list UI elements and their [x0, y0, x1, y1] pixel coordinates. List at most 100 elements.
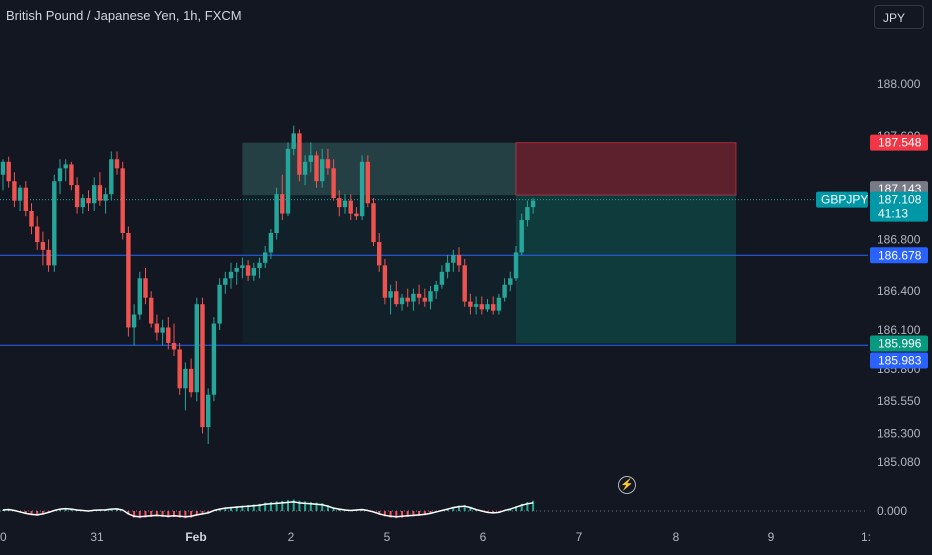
candle-body[interactable]: [508, 278, 513, 285]
candle-body[interactable]: [160, 327, 165, 333]
candle-body[interactable]: [257, 262, 262, 268]
candle-body[interactable]: [0, 161, 6, 175]
candle-body[interactable]: [445, 262, 450, 272]
candle-body[interactable]: [200, 304, 205, 428]
candle-body[interactable]: [131, 314, 137, 328]
candle-body[interactable]: [6, 161, 11, 182]
candle-body[interactable]: [183, 368, 188, 389]
lightning-bolt-icon[interactable]: ⚡: [618, 476, 636, 494]
candle-body[interactable]: [206, 394, 211, 428]
candle-body[interactable]: [166, 327, 171, 343]
candle-body[interactable]: [428, 291, 433, 302]
candle-body[interactable]: [462, 265, 467, 302]
candle-body[interactable]: [177, 349, 182, 389]
candle-body[interactable]: [217, 284, 222, 324]
candle-body[interactable]: [388, 291, 393, 298]
candle-body[interactable]: [519, 220, 524, 253]
candle-body[interactable]: [348, 200, 353, 214]
candle-body[interactable]: [137, 278, 142, 315]
candle-body[interactable]: [354, 213, 359, 217]
candle-body[interactable]: [52, 181, 57, 266]
candle-body[interactable]: [245, 265, 251, 276]
candle-body[interactable]: [171, 343, 177, 350]
candle-body[interactable]: [280, 194, 285, 214]
candle-body[interactable]: [240, 265, 245, 268]
candle-body[interactable]: [473, 304, 479, 307]
candle-body[interactable]: [211, 323, 217, 395]
candle-body[interactable]: [63, 164, 68, 169]
candle-body[interactable]: [342, 200, 348, 208]
candle-body[interactable]: [103, 194, 108, 201]
candle-body[interactable]: [416, 293, 422, 298]
candle-body[interactable]: [399, 297, 405, 305]
candle-body[interactable]: [234, 267, 239, 272]
candle-body[interactable]: [485, 304, 490, 310]
candle-body[interactable]: [394, 291, 399, 305]
candle-body[interactable]: [274, 194, 279, 233]
candle-body[interactable]: [268, 233, 274, 253]
candle-body[interactable]: [451, 255, 456, 263]
candle-body[interactable]: [456, 255, 462, 266]
candle-body[interactable]: [302, 161, 308, 175]
candle-body[interactable]: [337, 198, 342, 208]
candle-body[interactable]: [325, 159, 331, 169]
candle-body[interactable]: [359, 161, 365, 217]
candle-body[interactable]: [57, 168, 63, 182]
candle-body[interactable]: [502, 284, 507, 298]
candle-body[interactable]: [12, 181, 17, 201]
candle-body[interactable]: [35, 226, 40, 243]
candle-body[interactable]: [46, 249, 51, 266]
candle-body[interactable]: [17, 187, 23, 201]
position-stop-zone[interactable]: [242, 142, 736, 196]
candle-body[interactable]: [530, 200, 536, 208]
candle-body[interactable]: [109, 159, 114, 195]
candle-body[interactable]: [251, 267, 256, 276]
candle-body[interactable]: [285, 148, 291, 214]
candle-body[interactable]: [411, 293, 416, 302]
candle-body[interactable]: [496, 297, 502, 311]
candle-body[interactable]: [405, 297, 410, 302]
candle-body[interactable]: [439, 271, 445, 285]
candle-body[interactable]: [188, 368, 194, 393]
candle-body[interactable]: [120, 168, 125, 233]
candle-body[interactable]: [80, 198, 85, 208]
candle-body[interactable]: [371, 203, 376, 243]
candle-body[interactable]: [97, 185, 103, 201]
candle-body[interactable]: [143, 278, 148, 298]
candle-body[interactable]: [149, 297, 154, 324]
currency-selector-button[interactable]: JPY: [874, 5, 924, 29]
candle-body[interactable]: [126, 233, 131, 328]
candle-body[interactable]: [228, 271, 234, 279]
candle-body[interactable]: [297, 133, 302, 175]
candle-body[interactable]: [114, 159, 120, 169]
candle-body[interactable]: [23, 187, 28, 211]
position-target-zone[interactable]: [242, 195, 736, 344]
candle-body[interactable]: [308, 155, 313, 162]
candle-body[interactable]: [29, 211, 34, 227]
candle-body[interactable]: [86, 198, 91, 204]
candle-body[interactable]: [69, 164, 74, 186]
candle-body[interactable]: [263, 252, 268, 263]
candle-body[interactable]: [365, 161, 370, 204]
candle-body[interactable]: [74, 185, 80, 208]
candle-body[interactable]: [468, 301, 473, 307]
candle-body[interactable]: [525, 207, 530, 221]
candle-body[interactable]: [513, 252, 519, 279]
candle-body[interactable]: [382, 265, 388, 298]
candle-body[interactable]: [314, 155, 319, 182]
candle-body[interactable]: [320, 159, 325, 182]
candle-body[interactable]: [491, 304, 496, 311]
candle-body[interactable]: [154, 323, 160, 333]
candle-body[interactable]: [92, 185, 97, 204]
candle-body[interactable]: [40, 242, 46, 250]
candle-body[interactable]: [331, 168, 336, 199]
candle-body[interactable]: [223, 278, 228, 285]
candle-body[interactable]: [434, 284, 439, 292]
candle-body[interactable]: [194, 304, 199, 393]
candle-body[interactable]: [479, 304, 484, 310]
candle-body[interactable]: [377, 242, 382, 266]
candle-body[interactable]: [422, 297, 427, 302]
candle-body[interactable]: [291, 133, 296, 149]
